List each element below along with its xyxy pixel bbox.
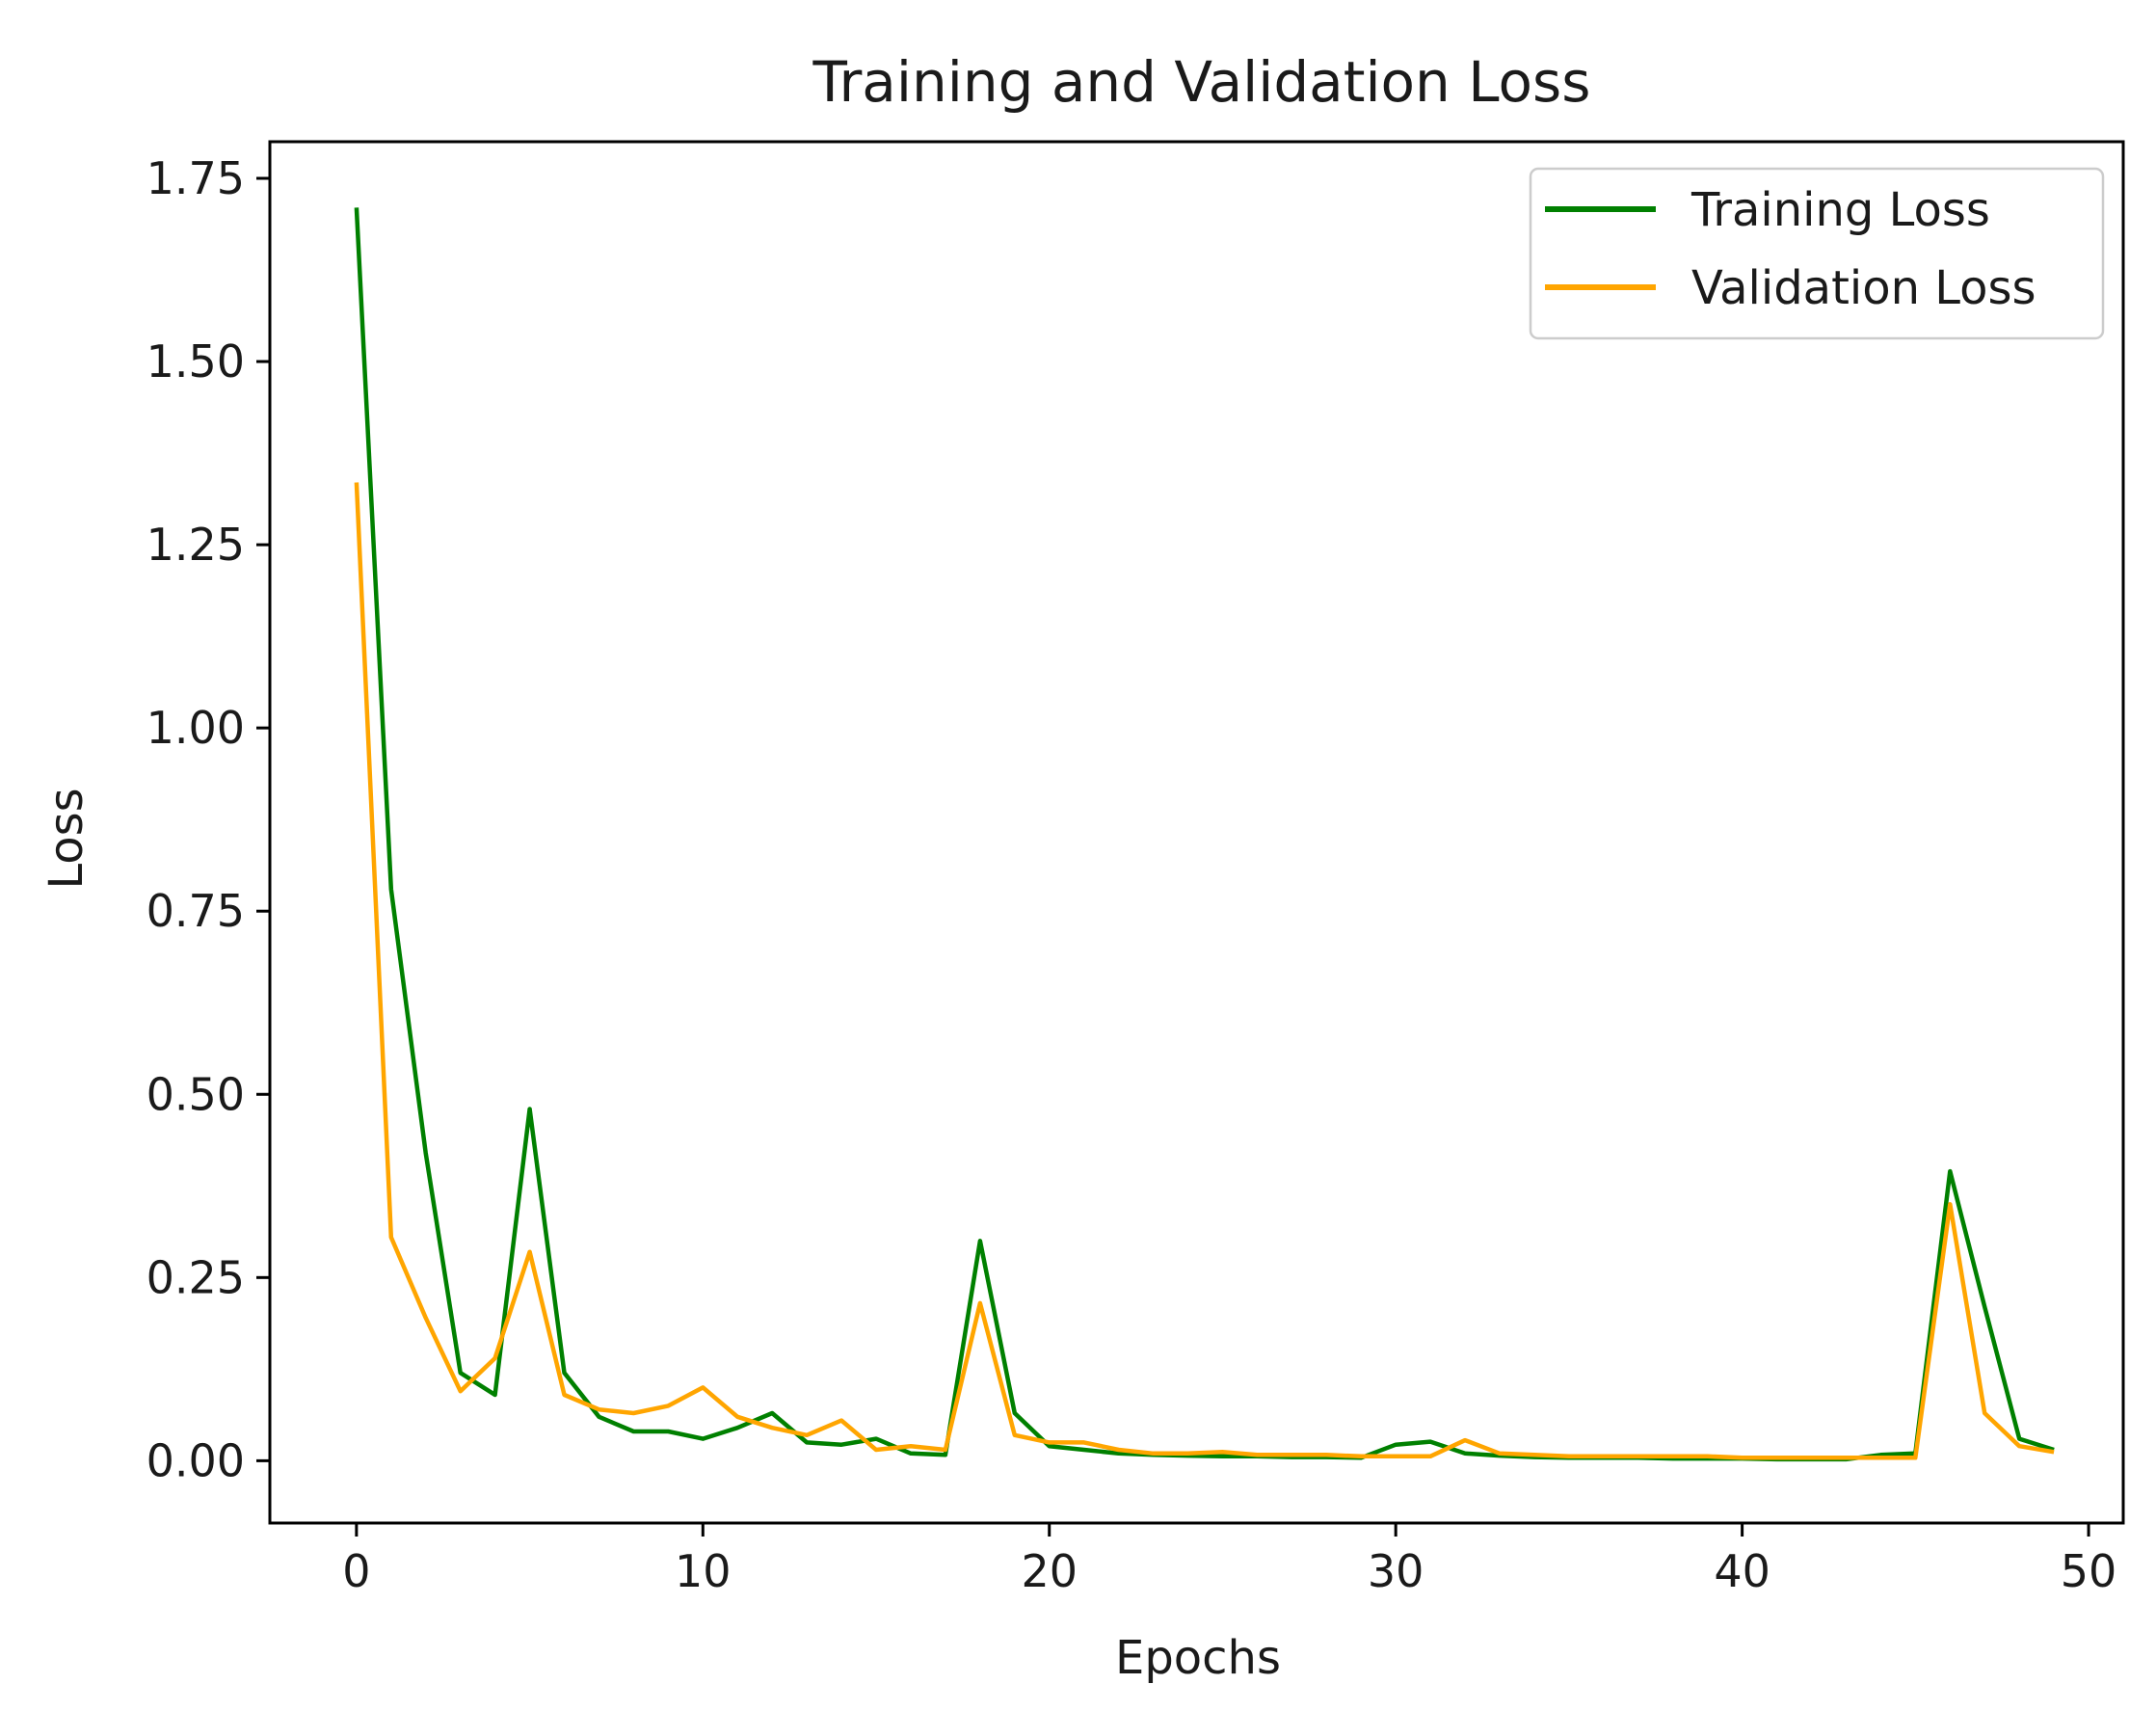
- x-tick-label: 40: [1714, 1545, 1770, 1597]
- y-tick-label: 1.75: [146, 152, 245, 204]
- x-tick-label: 20: [1021, 1545, 1078, 1597]
- plot-area-frame: [268, 140, 2125, 1525]
- x-axis-ticks: 0 10 20 30 40 50: [342, 1523, 2116, 1597]
- y-tick-label: 1.00: [146, 702, 245, 754]
- chart-title: Training and Validation Loss: [812, 49, 1591, 115]
- series-layer: [354, 207, 2055, 1462]
- y-tick-label: 1.50: [146, 335, 245, 388]
- y-tick-label: 1.25: [146, 519, 245, 571]
- legend-label-training-loss: Training Loss: [1690, 183, 1990, 237]
- x-tick-label: 10: [675, 1545, 732, 1597]
- y-tick-label: 0.25: [146, 1251, 245, 1303]
- legend-label-validation-loss: Validation Loss: [1691, 261, 2036, 315]
- y-axis-label: Loss: [40, 788, 93, 889]
- y-tick-label: 0.50: [146, 1068, 245, 1120]
- legend: Training Loss Validation Loss: [1529, 167, 2105, 340]
- series-line-validation-loss: [354, 482, 2055, 1460]
- y-tick-label: 0.75: [146, 885, 245, 937]
- x-tick-label: 0: [342, 1545, 370, 1597]
- x-axis-label: Epochs: [1115, 1631, 1281, 1685]
- x-tick-label: 30: [1368, 1545, 1424, 1597]
- y-tick-label: 0.00: [146, 1434, 245, 1486]
- legend-box: [1529, 167, 2105, 340]
- y-axis-ticks: 0.00 0.25 0.50 0.75 1.00 1.25 1.50 1.75: [146, 152, 270, 1486]
- x-tick-label: 50: [2061, 1545, 2117, 1597]
